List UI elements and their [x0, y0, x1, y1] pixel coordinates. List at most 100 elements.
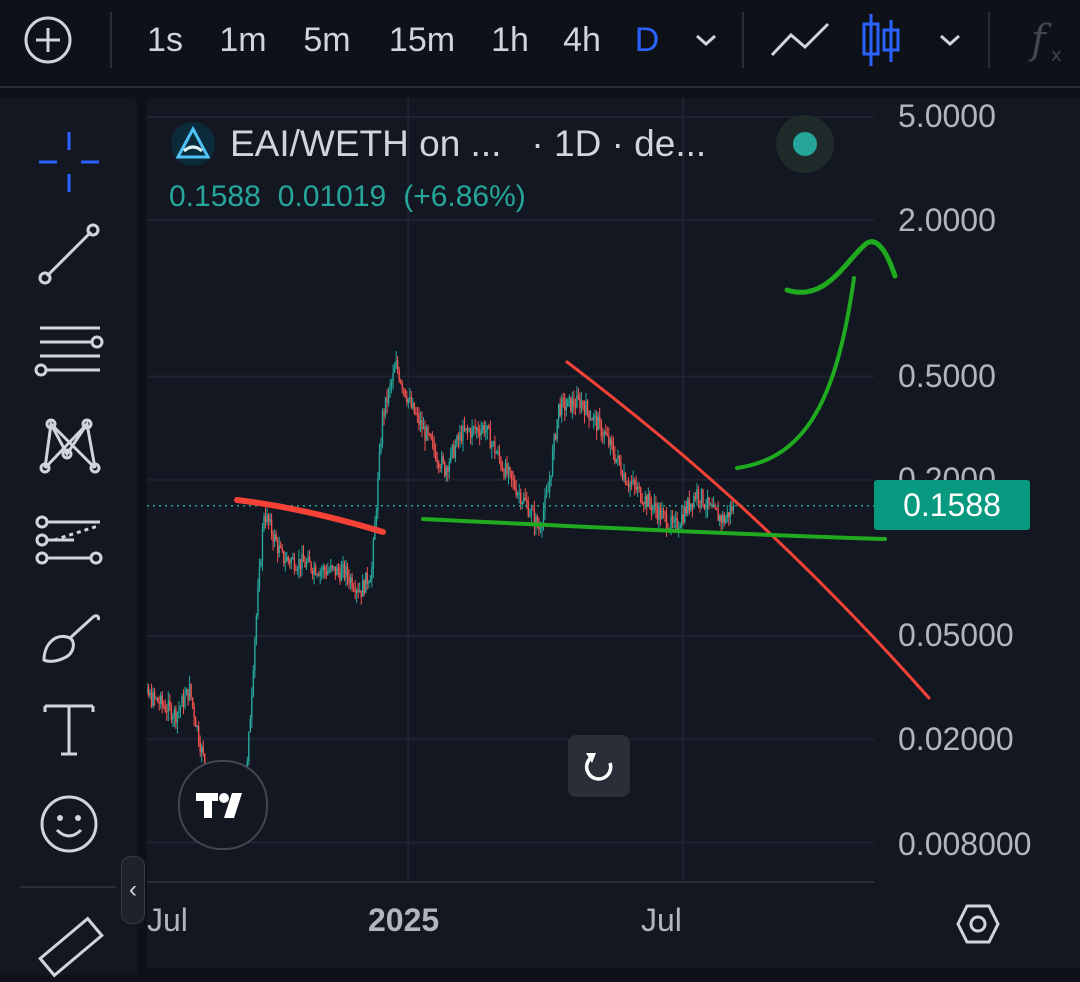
candle-body [422, 426, 425, 430]
candle-body [152, 692, 154, 706]
timeframe-1h[interactable]: 1h [491, 20, 529, 59]
candle-body [708, 497, 710, 505]
pattern-icon[interactable] [28, 410, 110, 482]
candle-body [275, 534, 277, 541]
candle-body [633, 480, 636, 485]
candle-body [258, 566, 261, 588]
candle-body [322, 566, 324, 571]
candle-body [679, 525, 681, 529]
candle-body [403, 388, 405, 390]
symbol-legend[interactable]: EAI/WETH on ... · 1D · de... [170, 118, 706, 170]
red-downtrend-annotation[interactable] [565, 360, 931, 700]
timeframe-4h[interactable]: 4h [563, 20, 601, 59]
candle-body [419, 420, 422, 425]
candle-body [360, 590, 362, 597]
candle-body [694, 496, 697, 499]
fib-retracement-icon[interactable] [28, 506, 110, 578]
candle-body [302, 553, 305, 563]
toolbar-separator [742, 12, 744, 68]
interval-label: · 1D · de... [531, 123, 707, 164]
candle-body [656, 509, 659, 520]
candle-body [477, 428, 479, 433]
candle-body [705, 507, 707, 509]
price-axis-label: 0.008000 [898, 826, 1032, 862]
candle-body [317, 574, 320, 576]
reset-chart-button[interactable] [568, 735, 630, 797]
candle-body [188, 683, 191, 701]
candle-body [311, 570, 314, 575]
ohlc-values: 0.1588 0.01019 (+6.86%) [169, 180, 543, 214]
candle-body [166, 711, 168, 713]
candle-body [580, 400, 583, 409]
candle-body [290, 558, 293, 564]
candle-body [298, 559, 300, 570]
candle-body [161, 695, 163, 705]
candle-body [460, 432, 463, 442]
green-arrow-annotation[interactable] [735, 276, 856, 470]
plus-circle-icon[interactable] [18, 0, 78, 80]
candle-body [343, 563, 346, 578]
candle-body [448, 462, 451, 472]
timeframe-1m[interactable]: 1m [219, 20, 267, 59]
candle-body [457, 436, 460, 441]
candle-body [295, 569, 297, 571]
symbol-title[interactable]: EAI/WETH on ... [230, 123, 502, 164]
candle-body [390, 381, 393, 385]
price-chart[interactable] [147, 98, 1080, 968]
red-trendline-annotation[interactable] [234, 497, 386, 535]
candle-body [691, 503, 694, 508]
candle-body [726, 512, 728, 518]
timeframe-1s[interactable]: 1s [147, 20, 183, 59]
emoji-icon[interactable] [28, 788, 110, 860]
chart-settings-button[interactable] [954, 900, 1002, 948]
candle-body [182, 696, 185, 707]
green-arrowhead-annotation[interactable] [784, 239, 898, 295]
candle-body [184, 695, 186, 707]
status-dot-icon [793, 132, 817, 156]
candle-body [261, 528, 264, 561]
candle-body [595, 415, 598, 431]
time-axis-label: 2025 [368, 902, 440, 938]
trend-line-icon[interactable] [28, 218, 110, 290]
candle-body [352, 587, 355, 590]
market-status-indicator[interactable] [776, 115, 834, 173]
candle-body [441, 456, 443, 468]
candle-body [319, 570, 321, 576]
candle-body [257, 587, 259, 616]
candle-body [407, 398, 409, 403]
candle-body [325, 570, 327, 575]
candle-body [340, 568, 343, 581]
timeframe-5m[interactable]: 5m [303, 20, 351, 59]
candle-body [535, 516, 537, 527]
chevron-down-icon[interactable] [690, 0, 722, 80]
crosshair-icon[interactable] [28, 126, 110, 198]
candle-body [497, 451, 499, 454]
candle-body [167, 700, 169, 712]
candle-body [378, 452, 381, 478]
chevron-down-icon[interactable] [934, 0, 966, 80]
ruler-icon[interactable] [28, 910, 110, 982]
candle-body [172, 717, 174, 720]
candle-body [486, 425, 488, 431]
timeframe-d[interactable]: D [634, 20, 660, 59]
change-value: 0.01019 [277, 180, 387, 213]
line-chart-icon[interactable] [766, 0, 834, 80]
timeframe-15m[interactable]: 15m [388, 20, 456, 59]
collapse-toolbar-button[interactable]: ‹ [121, 856, 145, 924]
text-tool-icon[interactable] [28, 694, 110, 766]
candle-body [662, 510, 665, 512]
chart-pane[interactable] [147, 98, 1080, 968]
candle-body [447, 467, 449, 472]
candle-body [197, 725, 200, 743]
candle-body [729, 507, 732, 518]
tradingview-logo[interactable] [178, 760, 268, 850]
brush-icon[interactable] [28, 600, 110, 672]
green-support-annotation[interactable] [421, 517, 887, 541]
candlestick-icon[interactable] [856, 0, 906, 80]
candle-body [635, 484, 637, 490]
horizontal-lines-icon[interactable] [28, 316, 110, 388]
candle-body [284, 561, 286, 563]
candle-body [153, 692, 156, 698]
candle-body [463, 425, 466, 430]
